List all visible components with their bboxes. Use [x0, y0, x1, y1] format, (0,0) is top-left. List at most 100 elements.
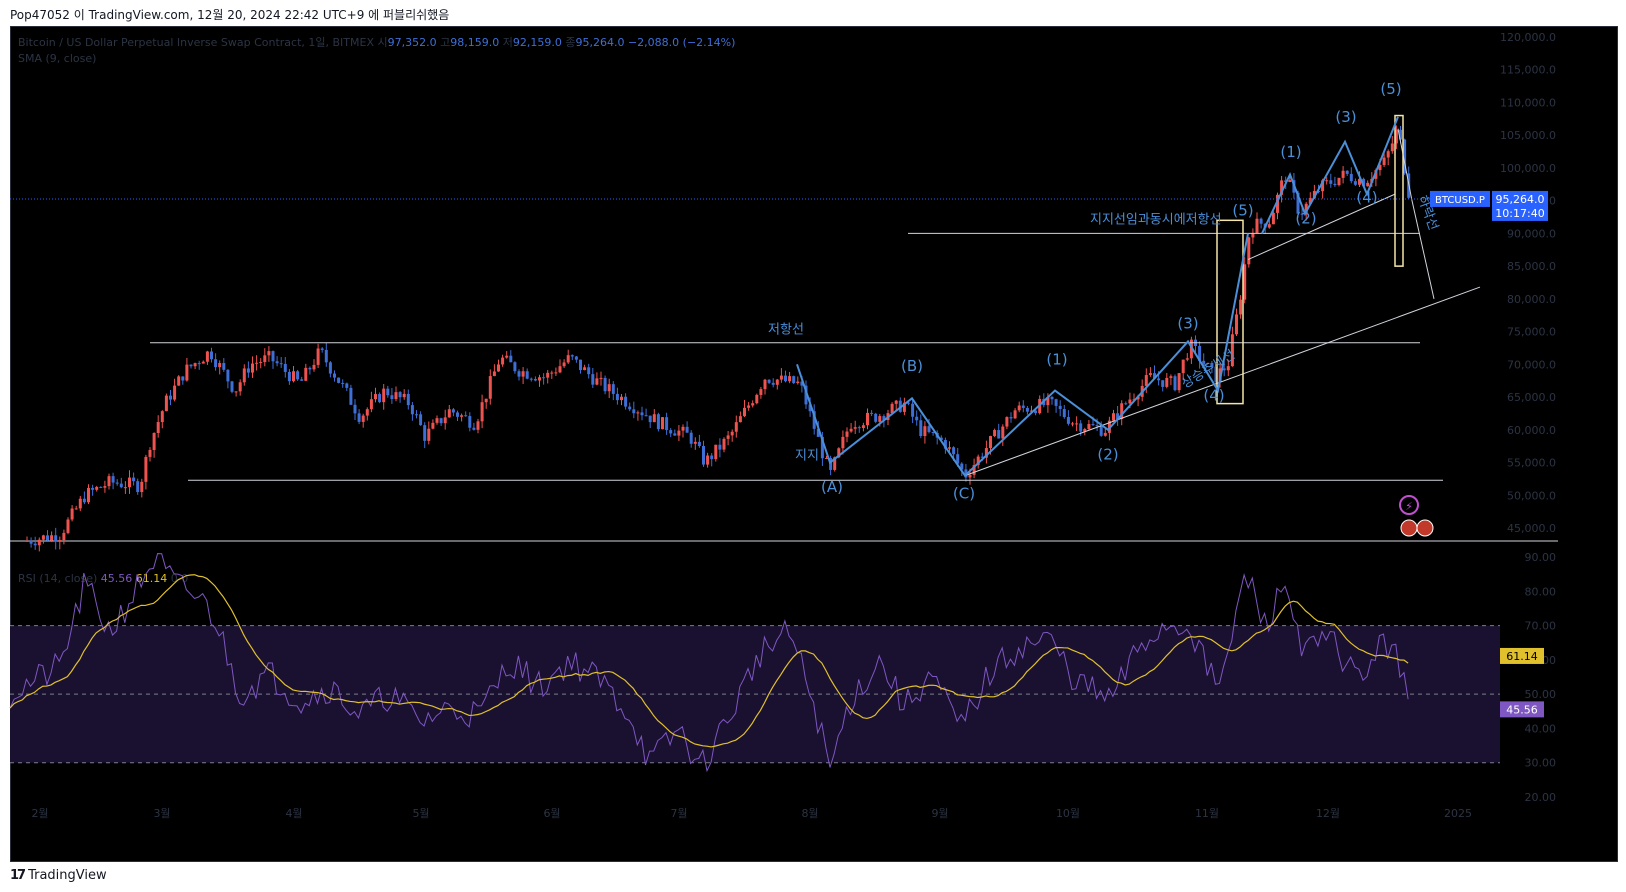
event-lightning-glyph: ⚡ — [1405, 500, 1413, 513]
rsi-sma-tag — [1500, 647, 1544, 664]
candle-body — [423, 425, 427, 441]
candle-body — [316, 348, 320, 365]
candle-body — [402, 393, 406, 398]
candle-body — [648, 415, 652, 423]
wave-label: (1) — [1046, 350, 1067, 368]
candle-body — [796, 381, 800, 384]
candle-body — [738, 416, 742, 423]
candle-body — [1001, 426, 1005, 439]
change-value: −2,088.0 (−2.14%) — [627, 36, 736, 49]
candle-body — [837, 448, 841, 458]
price-tick-label: 70,000.0 — [1507, 358, 1556, 371]
candle-body — [1124, 403, 1128, 405]
candle-body — [205, 351, 209, 362]
candle-body — [279, 363, 283, 365]
price-tick-label: 65,000.0 — [1507, 391, 1556, 404]
elliott-wave-line — [1261, 116, 1399, 234]
candle-body — [697, 441, 701, 447]
candle-body — [140, 481, 144, 493]
candle-body — [378, 394, 382, 403]
candle-body — [743, 407, 746, 417]
candle-body — [181, 376, 185, 381]
candle-body — [792, 376, 796, 384]
wave-label: (A) — [821, 478, 843, 496]
candle-body — [976, 456, 980, 466]
candle-body — [222, 363, 226, 370]
candle-body — [66, 519, 70, 533]
x-tick-label: 2월 — [31, 807, 48, 820]
candle-body — [656, 414, 660, 430]
wave-label: (3) — [1177, 314, 1198, 332]
candle-body — [464, 415, 468, 417]
candle-body — [587, 367, 591, 375]
candle-body — [525, 371, 529, 379]
candle-body — [734, 422, 738, 432]
candle-body — [1066, 417, 1070, 424]
low-value: 92,159.0 — [512, 36, 562, 49]
candle-body — [1198, 346, 1202, 361]
close-value: 95,264.0 — [575, 36, 625, 49]
candle-body — [115, 482, 119, 484]
candle-body — [119, 483, 123, 488]
price-tick-label: 45,000.0 — [1507, 522, 1556, 535]
wave-label: (5) — [1380, 80, 1401, 98]
candle-body — [238, 382, 242, 392]
candle-body — [952, 447, 956, 455]
rsi-tick-label: 90.00 — [1525, 551, 1557, 564]
us-flag-icon — [1400, 519, 1418, 537]
candle-body — [1177, 373, 1181, 391]
candle-body — [939, 437, 943, 440]
candle-body — [722, 438, 726, 450]
candle-body — [456, 412, 459, 417]
price-tick-label: 90,000.0 — [1507, 227, 1556, 240]
candle-body — [1157, 378, 1161, 381]
candle-body — [156, 422, 160, 434]
candle-body — [427, 428, 431, 441]
candle-body — [611, 384, 615, 394]
candle-body — [689, 432, 693, 444]
candle-body — [271, 351, 275, 362]
candle-body — [1034, 410, 1038, 414]
candle-body — [644, 415, 648, 417]
candle-body — [1312, 190, 1316, 198]
candle-body — [1382, 157, 1386, 166]
candle-body — [726, 435, 730, 439]
sma-legend: SMA (9, close) — [18, 52, 97, 65]
candle-body — [591, 374, 595, 385]
candle-body — [333, 373, 336, 378]
candle-body — [751, 403, 755, 406]
candle-body — [878, 416, 882, 422]
candle-body — [1017, 405, 1021, 411]
candle-body — [911, 403, 915, 417]
candle-body — [472, 427, 476, 430]
candle-body — [62, 532, 66, 541]
candle-body — [960, 463, 964, 470]
candle-body — [1091, 424, 1095, 426]
rsi-line — [9, 553, 1409, 773]
candle-body — [1005, 417, 1009, 427]
candle-body — [169, 395, 172, 400]
symbol-tag — [1430, 190, 1490, 207]
footer-brand: 17 TradingView — [10, 868, 107, 883]
wave-label: (3) — [1335, 108, 1356, 126]
candle-body — [517, 371, 521, 377]
candle-body — [74, 508, 78, 510]
candle-body — [907, 402, 910, 404]
candle-body — [702, 446, 705, 465]
candle-body — [710, 455, 714, 460]
price-tag-countdown: 10:17:40 — [1495, 207, 1544, 220]
symbol-tag-label: BTCUSD.P — [1435, 195, 1485, 206]
x-tick-label: 12월 — [1316, 807, 1340, 820]
candle-body — [718, 444, 722, 450]
candle-body — [345, 383, 349, 388]
candle-body — [1189, 339, 1193, 359]
candle-body — [714, 444, 718, 460]
candle-body — [1300, 213, 1304, 215]
candle-body — [677, 430, 681, 436]
candle-body — [1308, 197, 1312, 204]
candle-body — [808, 404, 812, 412]
candle-body — [956, 454, 960, 464]
candle-body — [275, 361, 279, 364]
wave-label: (C) — [953, 485, 975, 503]
